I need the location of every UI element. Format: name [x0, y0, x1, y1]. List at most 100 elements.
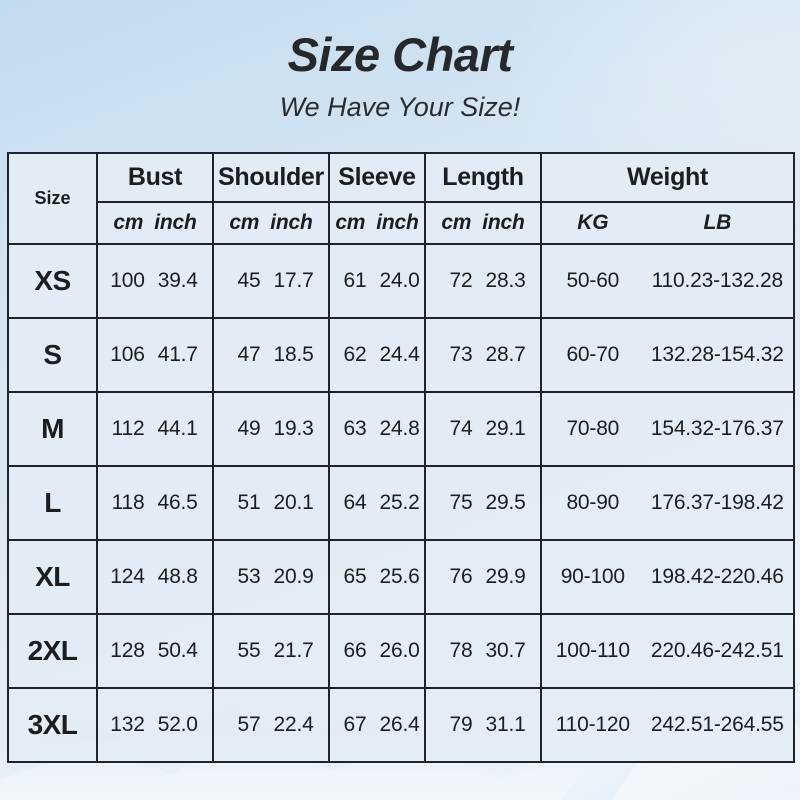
cell-sleeve: 61 24.0 — [328, 243, 426, 319]
unit-header-bust: cm inch — [96, 201, 214, 245]
table-header: Size Bust Shoulder Sleeve Length Weight … — [7, 152, 795, 245]
cell-shoulder-cm: 51 — [237, 491, 261, 514]
cell-shoulder-cm: 55 — [237, 639, 261, 662]
cell-shoulder: 57 22.4 — [212, 687, 330, 763]
cell-bust-cm: 132 — [110, 713, 145, 736]
cell-bust-cm: 128 — [110, 639, 145, 662]
cell-length: 73 28.7 — [424, 317, 542, 393]
cell-weight-kg: 70-80 — [566, 417, 620, 440]
unit-shoulder-cm: cm — [229, 211, 260, 234]
cell-weight-lb: 176.37-198.42 — [650, 491, 784, 514]
cell-sleeve: 62 24.4 — [328, 317, 426, 393]
cell-length: 78 30.7 — [424, 613, 542, 689]
unit-header-weight: KG LB — [540, 201, 795, 245]
cell-bust-inch: 44.1 — [157, 417, 198, 440]
cell-sleeve-inch: 24.4 — [379, 343, 420, 366]
column-header-bust: Bust — [96, 152, 214, 203]
cell-sleeve: 66 26.0 — [328, 613, 426, 689]
cell-shoulder: 47 18.5 — [212, 317, 330, 393]
cell-weight-kg: 90-100 — [560, 565, 625, 588]
page-title: Size Chart — [287, 28, 513, 81]
unit-shoulder-inch: inch — [270, 211, 313, 234]
cell-sleeve-inch: 25.6 — [379, 565, 420, 588]
cell-bust-inch: 52.0 — [157, 713, 198, 736]
column-header-length: Length — [424, 152, 542, 203]
cell-sleeve-inch: 24.0 — [379, 269, 420, 292]
table-row: L 118 46.5 51 20.1 64 25.2 75 29.5 80-90 176.37-19… — [7, 465, 795, 541]
cell-weight-kg: 110-120 — [555, 713, 630, 736]
cell-weight: 110-120 242.51-264.55 — [540, 687, 795, 763]
cell-sleeve-cm: 67 — [343, 713, 367, 736]
cell-length-inch: 30.7 — [485, 639, 526, 662]
cell-bust: 128 50.4 — [96, 613, 214, 689]
cell-weight-kg: 50-60 — [566, 269, 620, 292]
cell-length: 75 29.5 — [424, 465, 542, 541]
unit-bust-cm: cm — [113, 211, 144, 234]
cell-sleeve-cm: 61 — [343, 269, 367, 292]
cell-size: 3XL — [7, 687, 98, 763]
page-header: Size Chart We Have Your Size! — [0, 0, 800, 123]
cell-shoulder-inch: 20.9 — [273, 565, 314, 588]
cell-shoulder-cm: 47 — [237, 343, 261, 366]
cell-sleeve-inch: 26.0 — [379, 639, 420, 662]
cell-shoulder-inch: 18.5 — [273, 343, 314, 366]
column-header-size: Size — [7, 152, 98, 245]
cell-bust: 100 39.4 — [96, 243, 214, 319]
cell-size: 2XL — [7, 613, 98, 689]
unit-header-sleeve: cm inch — [328, 201, 426, 245]
cell-length-cm: 79 — [449, 713, 473, 736]
cell-weight-lb: 220.46-242.51 — [650, 639, 784, 662]
cell-shoulder: 49 19.3 — [212, 391, 330, 467]
table-row: S 106 41.7 47 18.5 62 24.4 73 28.7 60-70 132.28-15… — [7, 317, 795, 393]
table-row: 2XL 128 50.4 55 21.7 66 26.0 78 30.7 100-110 220.4… — [7, 613, 795, 689]
cell-bust: 132 52.0 — [96, 687, 214, 763]
cell-shoulder: 55 21.7 — [212, 613, 330, 689]
cell-sleeve-cm: 63 — [343, 417, 367, 440]
page-subtitle: We Have Your Size! — [279, 91, 521, 122]
cell-size: S — [7, 317, 98, 393]
table-row: M 112 44.1 49 19.3 63 24.8 74 29.1 70-80 154.32-17… — [7, 391, 795, 467]
cell-shoulder-inch: 22.4 — [273, 713, 314, 736]
cell-length-inch: 29.9 — [485, 565, 526, 588]
cell-weight-lb: 132.28-154.32 — [650, 343, 784, 366]
cell-sleeve-inch: 25.2 — [379, 491, 420, 514]
cell-bust-inch: 50.4 — [157, 639, 198, 662]
column-header-sleeve: Sleeve — [328, 152, 426, 203]
cell-weight-lb: 198.42-220.46 — [650, 565, 784, 588]
cell-length-inch: 31.1 — [485, 713, 526, 736]
cell-size: M — [7, 391, 98, 467]
cell-bust-cm: 106 — [110, 343, 145, 366]
cell-length: 76 29.9 — [424, 539, 542, 615]
cell-sleeve-inch: 26.4 — [379, 713, 420, 736]
cell-sleeve: 63 24.8 — [328, 391, 426, 467]
cell-weight: 90-100 198.42-220.46 — [540, 539, 795, 615]
cell-shoulder-inch: 17.7 — [273, 269, 314, 292]
cell-length-inch: 28.3 — [485, 269, 526, 292]
cell-length-cm: 75 — [449, 491, 473, 514]
cell-weight-lb: 154.32-176.37 — [650, 417, 784, 440]
cell-weight: 50-60 110.23-132.28 — [540, 243, 795, 319]
cell-length-cm: 76 — [449, 565, 473, 588]
cell-shoulder-inch: 19.3 — [273, 417, 314, 440]
cell-bust: 106 41.7 — [96, 317, 214, 393]
cell-bust: 118 46.5 — [96, 465, 214, 541]
cell-shoulder-inch: 20.1 — [273, 491, 314, 514]
cell-bust-cm: 100 — [110, 269, 145, 292]
size-chart-table: Size Bust Shoulder Sleeve Length Weight … — [7, 152, 795, 763]
cell-bust-inch: 41.7 — [157, 343, 198, 366]
cell-sleeve: 64 25.2 — [328, 465, 426, 541]
cell-weight-kg: 80-90 — [566, 491, 620, 514]
header-row-units: cm inch cm inch cm inch — [8, 201, 795, 245]
cell-weight: 60-70 132.28-154.32 — [540, 317, 795, 393]
unit-sleeve-inch: inch — [376, 211, 419, 234]
cell-shoulder-cm: 53 — [237, 565, 261, 588]
cell-bust: 112 44.1 — [96, 391, 214, 467]
cell-weight-kg: 100-110 — [555, 639, 630, 662]
cell-shoulder: 45 17.7 — [212, 243, 330, 319]
column-header-weight: Weight — [540, 152, 795, 203]
cell-length-inch: 29.5 — [485, 491, 526, 514]
cell-length: 79 31.1 — [424, 687, 542, 763]
cell-weight: 80-90 176.37-198.42 — [540, 465, 795, 541]
cell-weight-lb: 242.51-264.55 — [650, 713, 784, 736]
